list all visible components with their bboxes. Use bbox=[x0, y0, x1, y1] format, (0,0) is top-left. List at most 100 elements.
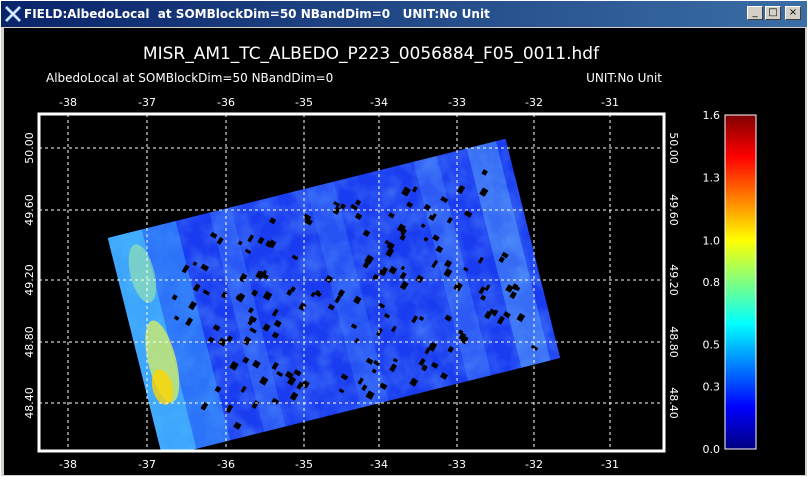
cloud-shadow-dot bbox=[276, 370, 284, 377]
cloud-shadow-dot bbox=[440, 196, 449, 204]
cloud-shadow-dot bbox=[431, 259, 439, 269]
cloud-shadow-dot bbox=[273, 319, 282, 328]
cloud-shadow-dot bbox=[324, 275, 333, 284]
cloud-shadow-dot bbox=[217, 337, 228, 347]
cloud-shadow-dot bbox=[453, 281, 463, 292]
minimize-button[interactable]: _ bbox=[747, 6, 763, 20]
latitude-labels-right: 50.00 49.60 49.20 48.80 48.40 bbox=[667, 132, 680, 419]
cloud-shadow-dot bbox=[207, 336, 215, 344]
cloud-shadow-dot bbox=[181, 264, 190, 274]
cloud-shadow-dot bbox=[383, 313, 391, 319]
cloud-shadow-dot bbox=[400, 265, 406, 271]
colorbar-tick-label: 1.6 bbox=[703, 109, 721, 122]
cloud-shadow-dot bbox=[418, 358, 426, 367]
latitude-tick-label: 48.80 bbox=[667, 326, 680, 358]
cloud-shadow-dot bbox=[384, 239, 390, 245]
cloud-shadow-dot bbox=[415, 274, 424, 284]
cloud-shadow-dot bbox=[435, 245, 444, 254]
plot-subtitle-right: UNIT:No Unit bbox=[586, 71, 662, 85]
cloud-shadow-dot bbox=[298, 302, 307, 311]
cloud-shadow-dot bbox=[364, 254, 374, 265]
cloud-shadow-dot bbox=[173, 315, 180, 321]
cloud-shadow-dot bbox=[233, 421, 242, 430]
cloud-shadow-dot bbox=[365, 390, 375, 400]
map-plot: MISR_AM1_TC_ALBEDO_P223_0056884_F05_0011… bbox=[23, 44, 757, 471]
latitude-tick-label: 49.60 bbox=[23, 194, 36, 226]
latitude-labels-left: 50.00 49.60 49.20 48.80 48.40 bbox=[23, 132, 36, 419]
cloud-shadow-dot bbox=[432, 234, 440, 242]
cloud-shadow-dot bbox=[251, 400, 260, 409]
cloud-shadow-dot bbox=[333, 200, 341, 207]
cloud-shadow-dot bbox=[262, 323, 271, 332]
cloud-shadow-dot bbox=[315, 290, 321, 295]
longitude-tick-label: -33 bbox=[448, 96, 466, 109]
cloud-shadow-dot bbox=[423, 236, 429, 242]
cloud-shadow-dot bbox=[509, 291, 517, 300]
latitude-tick-label: 50.00 bbox=[23, 132, 36, 164]
cloud-shadow-dot bbox=[362, 229, 371, 237]
colorbar-tick-label: 0.0 bbox=[703, 443, 721, 456]
cloud-shadow-dot bbox=[428, 214, 436, 221]
cloud-shadow-dot bbox=[267, 239, 277, 249]
cloud-shadow-dot bbox=[392, 357, 398, 363]
cloud-shadow-dot bbox=[481, 169, 488, 176]
cloud-shadow-dot bbox=[411, 186, 418, 193]
cloud-shadow-dot bbox=[406, 201, 413, 208]
plot-title: MISR_AM1_TC_ALBEDO_P223_0056884_F05_0011… bbox=[143, 44, 600, 64]
cloud-shadow-dot bbox=[237, 240, 243, 246]
cloud-shadow-dot bbox=[271, 308, 279, 317]
cloud-shadow-dot bbox=[401, 186, 411, 197]
longitude-tick-label: -34 bbox=[370, 96, 388, 109]
cloud-shadow-dot bbox=[421, 364, 428, 372]
longitude-tick-label: -33 bbox=[448, 458, 466, 471]
cloud-shadow-dot bbox=[212, 324, 221, 332]
swath-layer bbox=[107, 138, 561, 451]
cloud-shadow-dot bbox=[391, 325, 397, 333]
cloud-shadow-dot bbox=[354, 212, 363, 221]
cloud-shadow-dot bbox=[302, 213, 312, 222]
cloud-shadow-dot bbox=[171, 294, 178, 301]
cloud-shadow-dot bbox=[431, 213, 437, 219]
cloud-shadow-dot bbox=[262, 290, 273, 301]
cloud-shadow-dot bbox=[293, 369, 302, 377]
cloud-shadow-dot bbox=[259, 376, 269, 386]
colorbar-tick-label: 0.8 bbox=[703, 276, 721, 289]
cloud-shadow-dot bbox=[287, 376, 297, 386]
cloud-shadow-dot bbox=[460, 335, 469, 345]
cloud-shadow-dot bbox=[340, 373, 349, 381]
cloud-shadow-dot bbox=[310, 291, 316, 298]
cloud-shadow-dot bbox=[365, 357, 374, 365]
cloud-shadow-dot bbox=[226, 335, 233, 343]
longitude-tick-label: -37 bbox=[138, 458, 156, 471]
latitude-tick-label: 48.40 bbox=[23, 387, 36, 419]
cloud-shadow-dot bbox=[379, 382, 388, 390]
title-bar[interactable]: FIELD:AlbedoLocal at SOMBlockDim=50 NBan… bbox=[1, 1, 807, 27]
cloud-shadow-dot bbox=[372, 273, 380, 281]
cloud-shadow-dot bbox=[209, 231, 218, 239]
latitude-tick-label: 49.20 bbox=[23, 264, 36, 296]
cloud-shadow-dot bbox=[354, 338, 360, 344]
longitude-tick-label: -31 bbox=[601, 458, 619, 471]
cloud-shadow-dot bbox=[361, 384, 368, 392]
cloud-shadow-dot bbox=[516, 313, 526, 323]
cloud-shadow-dot bbox=[296, 381, 304, 390]
longitude-tick-label: -35 bbox=[295, 96, 313, 109]
longitude-labels-top: -38 -37 -36 -35 -34 -33 -32 -31 bbox=[59, 96, 619, 109]
maximize-button[interactable]: □ bbox=[765, 6, 781, 20]
cloud-shadow-dot bbox=[252, 359, 261, 369]
cloud-shadow-dot bbox=[378, 302, 386, 309]
colorbar-tick-label: 0.5 bbox=[703, 339, 721, 352]
cloud-shadow-dot bbox=[505, 284, 514, 293]
cloud-shadow-dot bbox=[388, 265, 398, 275]
cloud-shadow-dot bbox=[420, 223, 426, 229]
cloud-shadow-dot bbox=[238, 272, 248, 283]
cloud-shadow-dot bbox=[332, 205, 341, 215]
cloud-shadow-dot bbox=[337, 289, 346, 297]
cloud-shadow-dot bbox=[350, 203, 358, 211]
longitude-tick-label: -32 bbox=[525, 96, 543, 109]
cloud-shadow-dot bbox=[484, 284, 491, 292]
cloud-shadow-dot bbox=[262, 273, 269, 280]
cloud-shadow-dot bbox=[249, 327, 257, 334]
close-button[interactable]: × bbox=[785, 6, 801, 20]
